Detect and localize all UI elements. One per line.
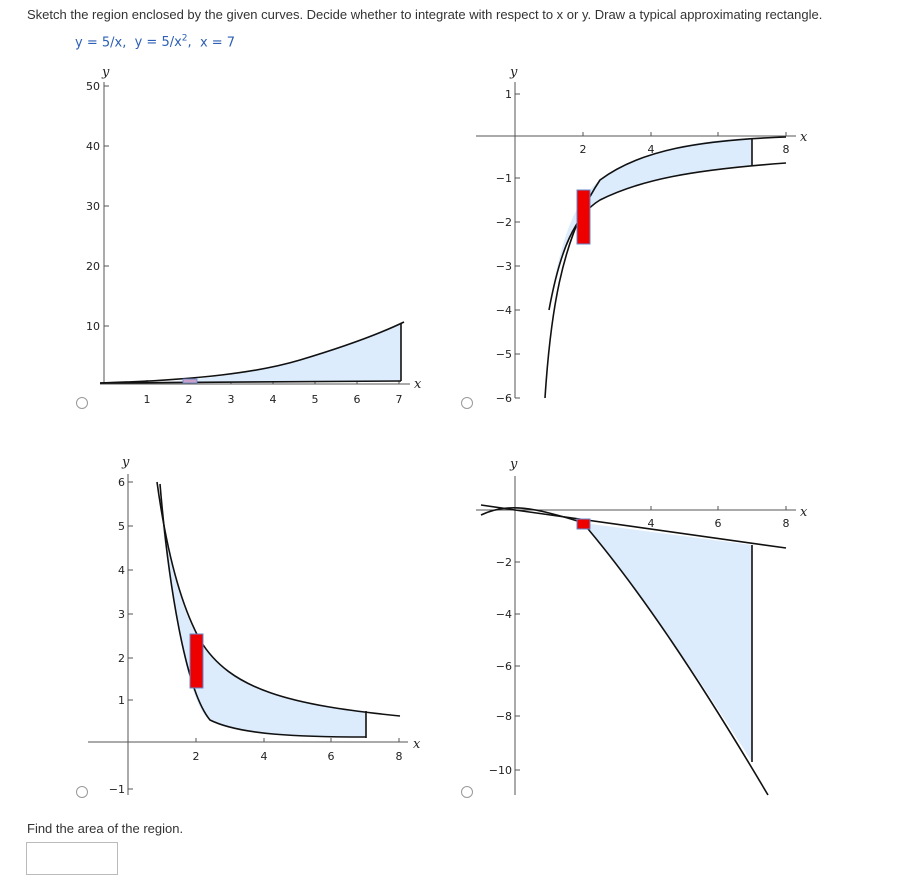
y-tick-30: 30	[86, 200, 100, 213]
svg-text:−4: −4	[496, 608, 512, 621]
lower-curve	[548, 162, 787, 311]
svg-text:−2: −2	[496, 556, 512, 569]
area-question-label: Find the area of the region.	[27, 821, 184, 836]
svg-text:6: 6	[328, 750, 335, 763]
svg-text:8: 8	[783, 517, 790, 530]
svg-text:3: 3	[118, 608, 125, 621]
svg-text:1: 1	[144, 393, 151, 406]
approximating-rectangle	[576, 189, 591, 245]
y-tick-labels: 50 40 30 20 10	[86, 80, 100, 333]
svg-text:−2: −2	[496, 216, 512, 229]
svg-text:3: 3	[228, 393, 235, 406]
x-axis-label: x	[413, 737, 421, 752]
svg-text:5: 5	[312, 393, 319, 406]
lower-curve	[159, 483, 367, 738]
x-axis-label: x	[800, 505, 808, 520]
y-tick-50: 50	[86, 80, 100, 93]
y-tick-labels: 6 5 4 3 2 1 −1	[109, 476, 125, 796]
option-radio-b[interactable]	[461, 397, 473, 409]
x-axis-label: x	[414, 377, 422, 392]
equation-3: x = 7	[199, 35, 236, 51]
x-tick-labels: 4 6 8	[648, 517, 790, 530]
equation-1: y = 5/x,	[75, 35, 127, 51]
y-tick-labels: 1 −1 −2 −3 −4 −5 −6	[496, 88, 512, 405]
svg-text:8: 8	[396, 750, 403, 763]
graph-option-b: y x 1 −1 −2 −3 −4 −5 −6 2 4 6 8	[476, 65, 808, 405]
svg-text:−4: −4	[496, 304, 512, 317]
svg-text:−1: −1	[109, 783, 125, 796]
y-tick-10: 10	[86, 320, 100, 333]
graph-option-c: y x 6 5 4 3 2 1 −1 2 4 6 8	[88, 455, 421, 796]
svg-text:−1: −1	[496, 172, 512, 185]
x-axis-label: x	[800, 130, 808, 145]
y-axis-label: y	[509, 457, 518, 472]
svg-text:2: 2	[186, 393, 193, 406]
svg-text:4: 4	[648, 143, 655, 156]
svg-text:−6: −6	[496, 660, 512, 673]
svg-text:7: 7	[396, 393, 403, 406]
svg-text:−8: −8	[496, 710, 512, 723]
upper-curve	[544, 136, 787, 399]
upper-curve	[99, 321, 405, 384]
y-axis-label: y	[121, 455, 130, 470]
option-radio-d[interactable]	[461, 786, 473, 798]
svg-text:5: 5	[118, 520, 125, 533]
enclosed-region	[583, 523, 752, 762]
svg-text:4: 4	[648, 517, 655, 530]
option-radio-a[interactable]	[76, 397, 88, 409]
enclosed-region	[162, 523, 366, 737]
svg-text:−6: −6	[496, 392, 512, 405]
approximating-rectangle	[182, 378, 198, 384]
svg-text:6: 6	[715, 517, 722, 530]
svg-text:−3: −3	[496, 260, 512, 273]
svg-text:4: 4	[261, 750, 268, 763]
svg-text:8: 8	[783, 143, 790, 156]
enclosed-region	[147, 324, 401, 383]
svg-text:−10: −10	[489, 764, 512, 777]
option-radio-c[interactable]	[76, 786, 88, 798]
graph-option-a: y x 50 40 30 20 10 1 2 3 4 5 6 7	[86, 65, 422, 406]
svg-text:4: 4	[118, 564, 125, 577]
equation-line: y = 5/x, y = 5/x2, x = 7	[75, 34, 235, 50]
question-prompt: Sketch the region enclosed by the given …	[27, 7, 823, 22]
svg-text:2: 2	[580, 143, 587, 156]
y-tick-labels: −2 −4 −6 −8 −10	[489, 556, 512, 777]
upper-curve	[480, 504, 787, 549]
svg-text:2: 2	[118, 652, 125, 665]
x-tick-labels: 1 2 3 4 5 6 7	[144, 393, 403, 406]
svg-text:1: 1	[505, 88, 512, 101]
svg-text:6: 6	[354, 393, 361, 406]
svg-text:−5: −5	[496, 348, 512, 361]
y-axis-label: y	[509, 65, 518, 80]
approximating-rectangle	[576, 518, 591, 530]
y-tick-40: 40	[86, 140, 100, 153]
equation-2: y = 5/x2,	[134, 34, 192, 51]
x-tick-labels: 2 4 6 8	[193, 750, 403, 763]
svg-text:4: 4	[270, 393, 277, 406]
y-axis-label: y	[101, 65, 110, 80]
approximating-rectangle	[189, 633, 204, 689]
svg-text:2: 2	[193, 750, 200, 763]
area-answer-input[interactable]	[26, 842, 118, 875]
y-tick-20: 20	[86, 260, 100, 273]
lower-curve	[99, 380, 402, 384]
svg-text:1: 1	[118, 694, 125, 707]
svg-text:6: 6	[118, 476, 125, 489]
